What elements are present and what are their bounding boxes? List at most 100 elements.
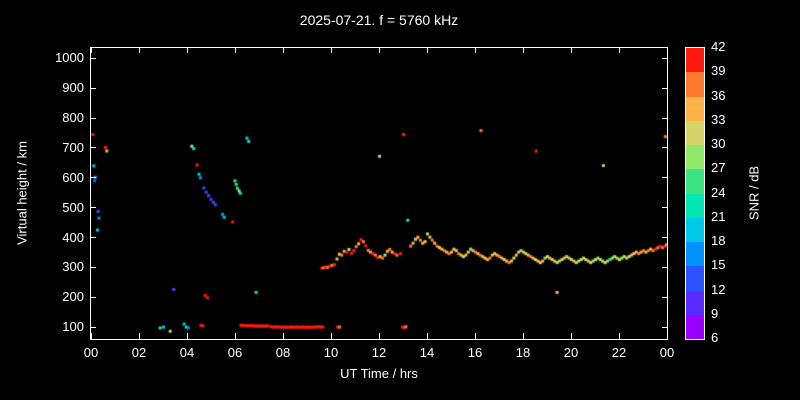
x-tick-mark — [234, 333, 236, 339]
y-tick-mark — [90, 237, 96, 239]
x-tick-mark — [522, 47, 524, 53]
colorbar-band — [686, 242, 704, 267]
colorbar-band — [686, 193, 704, 218]
x-tick-mark — [330, 47, 332, 53]
x-tick-mark — [90, 47, 92, 53]
colorbar-band — [686, 120, 704, 145]
x-tick-label: 14 — [419, 345, 435, 360]
colorbar-tick-label: 18 — [711, 233, 726, 248]
x-tick-mark — [618, 47, 620, 53]
y-tick-mark — [662, 296, 668, 298]
y-tick-mark — [662, 237, 668, 239]
y-tick-label: 600 — [62, 169, 84, 185]
x-tick-mark — [90, 333, 92, 339]
x-tick-mark — [186, 47, 188, 53]
colorbar-tick-label: 15 — [711, 257, 726, 273]
colorbar-tick-label: 42 — [711, 39, 726, 54]
x-tick-label: 10 — [323, 345, 339, 360]
y-tick-mark — [662, 326, 668, 328]
colorbar-tick-label: 36 — [711, 87, 726, 103]
colorbar — [685, 47, 705, 340]
colorbar-tick-label: 33 — [711, 111, 726, 127]
x-tick-label: 08 — [275, 345, 291, 360]
y-tick-mark — [90, 177, 96, 179]
x-tick-mark — [666, 47, 668, 53]
colorbar-tick-label: 9 — [711, 305, 719, 321]
x-tick-mark — [282, 333, 284, 339]
x-tick-mark — [186, 333, 188, 339]
y-tick-mark — [662, 147, 668, 149]
y-tick-label: 500 — [62, 199, 84, 215]
y-tick-mark — [662, 87, 668, 89]
colorbar-tick-label: 12 — [711, 281, 726, 297]
y-tick-label: 200 — [62, 289, 84, 305]
x-tick-mark — [570, 47, 572, 53]
y-tick-mark — [90, 147, 96, 149]
chart-title: 2025-07-21. f = 5760 kHz — [299, 12, 459, 28]
y-tick-mark — [90, 266, 96, 268]
y-tick-mark — [90, 87, 96, 89]
x-tick-label: 18 — [515, 345, 531, 360]
y-tick-mark — [662, 57, 668, 59]
colorbar-band — [686, 314, 704, 339]
x-tick-label: 12 — [371, 345, 387, 360]
x-tick-mark — [522, 333, 524, 339]
x-tick-mark — [570, 333, 572, 339]
colorbar-tick-label: 24 — [711, 184, 726, 200]
x-tick-label: 04 — [179, 345, 195, 360]
y-tick-label: 700 — [62, 139, 84, 155]
y-tick-mark — [90, 117, 96, 119]
x-tick-mark — [474, 47, 476, 53]
x-tick-label: 00 — [659, 345, 675, 360]
x-tick-mark — [330, 333, 332, 339]
y-tick-mark — [662, 117, 668, 119]
y-tick-label: 900 — [62, 80, 84, 96]
colorbar-band — [686, 266, 704, 291]
x-tick-label: 20 — [563, 345, 579, 360]
colorbar-tick-label: 30 — [711, 136, 726, 151]
x-tick-label: 06 — [227, 345, 243, 360]
x-axis-title: UT Time / hrs — [340, 366, 418, 381]
x-tick-label: 16 — [467, 345, 483, 360]
colorbar-band — [686, 72, 704, 97]
x-tick-mark — [138, 47, 140, 53]
y-tick-mark — [90, 207, 96, 209]
x-tick-label: 02 — [131, 345, 147, 360]
colorbar-title: SNR / dB — [746, 165, 762, 221]
x-tick-mark — [378, 333, 380, 339]
colorbar-tick-label: 6 — [711, 330, 719, 345]
scatter-canvas — [91, 48, 667, 339]
y-tick-mark — [662, 207, 668, 209]
x-tick-mark — [474, 333, 476, 339]
x-tick-label: 00 — [83, 345, 99, 360]
y-tick-mark — [90, 296, 96, 298]
colorbar-tick-label: 21 — [711, 208, 726, 224]
x-tick-mark — [618, 333, 620, 339]
x-tick-label: 22 — [611, 345, 627, 360]
colorbar-tick-label: 27 — [711, 160, 726, 176]
colorbar-band — [686, 290, 704, 315]
colorbar-gradient — [686, 48, 704, 339]
colorbar-band — [686, 96, 704, 121]
y-tick-label: 1000 — [55, 50, 84, 66]
x-tick-mark — [234, 47, 236, 53]
colorbar-band — [686, 169, 704, 194]
y-tick-mark — [90, 326, 96, 328]
y-tick-label: 400 — [62, 229, 84, 245]
x-tick-mark — [426, 47, 428, 53]
y-tick-label: 800 — [62, 110, 84, 126]
y-tick-label: 100 — [62, 319, 84, 335]
colorbar-band — [686, 145, 704, 170]
colorbar-tick-label: 39 — [711, 63, 726, 79]
x-tick-mark — [666, 333, 668, 339]
x-tick-mark — [282, 47, 284, 53]
x-tick-mark — [378, 47, 380, 53]
colorbar-band — [686, 217, 704, 242]
y-tick-label: 300 — [62, 259, 84, 275]
y-tick-mark — [662, 177, 668, 179]
x-tick-mark — [138, 333, 140, 339]
y-tick-mark — [90, 57, 96, 59]
colorbar-band — [686, 48, 704, 73]
y-tick-mark — [662, 266, 668, 268]
